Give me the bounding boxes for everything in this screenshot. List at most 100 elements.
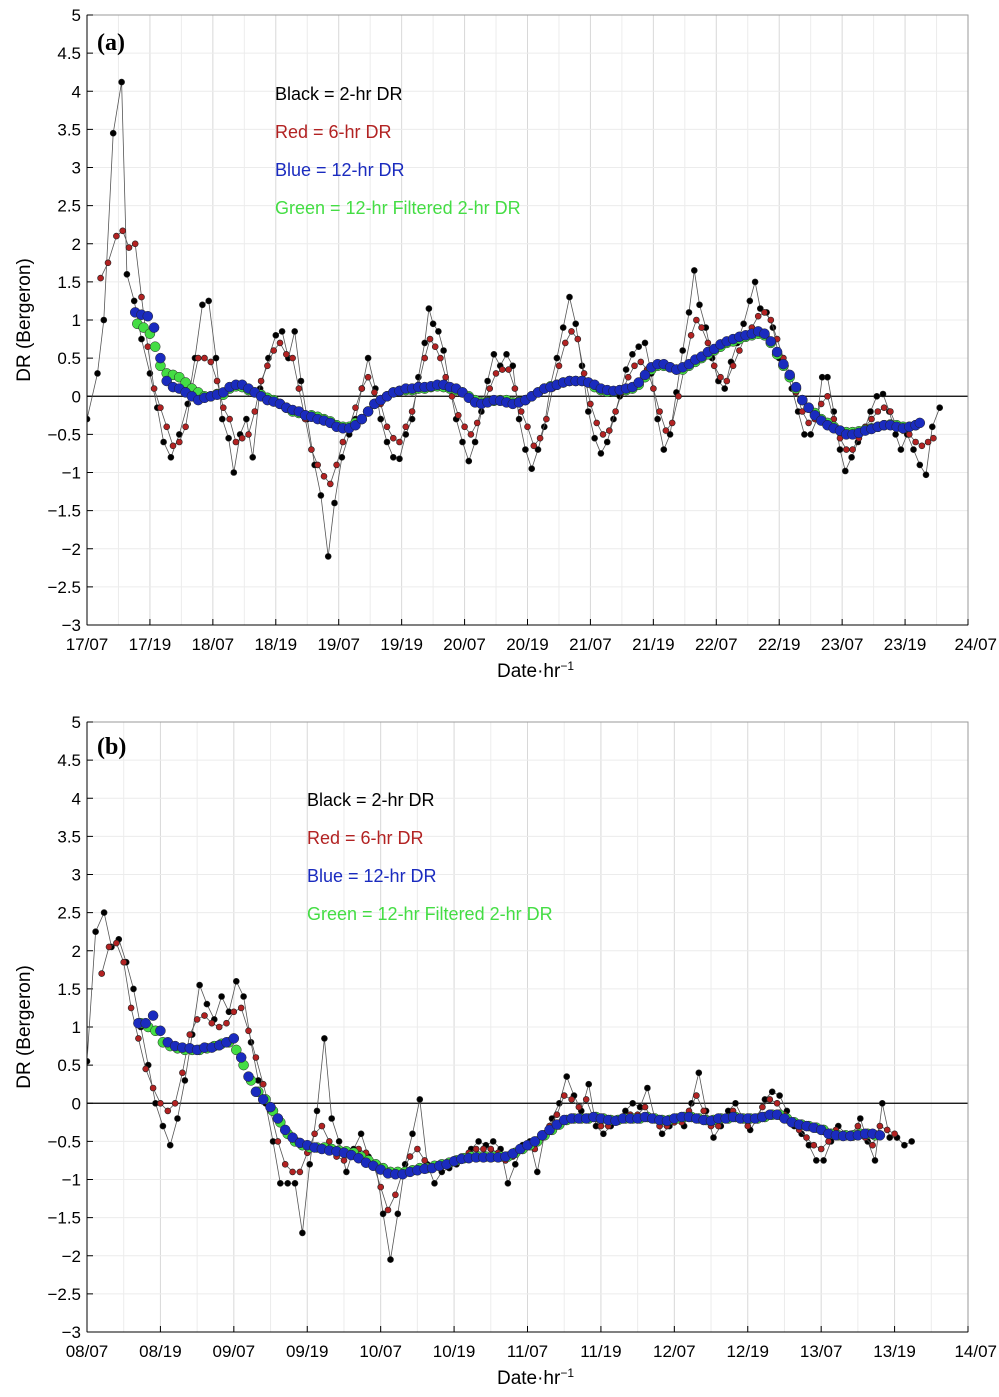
data-point	[379, 1210, 387, 1218]
data-point	[147, 1010, 159, 1021]
legend-entry: Black = 2-hr DR	[307, 790, 435, 810]
data-point	[825, 1138, 832, 1145]
data-point	[533, 1168, 541, 1176]
data-point	[219, 415, 226, 423]
data-point	[662, 427, 670, 434]
data-point	[138, 293, 145, 301]
data-point	[149, 1084, 157, 1092]
data-point	[693, 1092, 700, 1099]
data-point	[773, 1100, 781, 1107]
data-point	[226, 415, 233, 423]
data-point	[425, 305, 433, 312]
data-point	[199, 301, 206, 309]
data-point	[704, 339, 712, 347]
data-point	[186, 1031, 194, 1038]
data-point	[585, 1080, 593, 1088]
data-point	[892, 431, 899, 438]
data-point	[414, 1145, 421, 1153]
data-point	[130, 985, 137, 993]
data-point	[357, 1130, 365, 1138]
data-point	[528, 465, 536, 473]
data-point	[278, 328, 286, 335]
data-point	[698, 324, 705, 331]
data-point	[252, 1054, 260, 1061]
data-point	[264, 362, 271, 370]
data-point	[371, 389, 378, 396]
data-point	[257, 1094, 269, 1105]
data-point	[324, 553, 332, 560]
data-point	[656, 408, 663, 415]
data-point	[761, 309, 768, 316]
x-tick-label: 17/07	[66, 635, 109, 654]
data-point	[498, 366, 506, 373]
data-point	[109, 129, 117, 137]
y-tick-label: 2.5	[57, 904, 81, 923]
data-point	[276, 339, 284, 347]
data-point	[389, 434, 397, 442]
legend-entry: Blue = 12-hr DR	[307, 866, 437, 886]
legend-entry: Black = 2-hr DR	[275, 84, 403, 104]
data-point	[490, 350, 498, 358]
data-point	[421, 339, 429, 347]
data-point	[631, 362, 638, 370]
y-tick-label: 0	[72, 1094, 81, 1113]
data-point	[695, 1069, 703, 1077]
y-tick-label: 0.5	[57, 1056, 81, 1075]
data-point	[529, 1136, 541, 1147]
data-point	[710, 362, 718, 370]
y-tick-label: −2	[62, 540, 81, 559]
y-tick-label: −1	[62, 464, 81, 483]
data-point	[641, 1103, 649, 1111]
data-point	[696, 301, 703, 309]
data-point	[279, 1124, 291, 1136]
data-point	[805, 419, 812, 427]
data-point	[916, 461, 924, 469]
data-point	[472, 1145, 480, 1153]
x-tick-label: 08/19	[139, 1342, 182, 1361]
data-point	[120, 958, 127, 966]
data-point	[406, 1153, 414, 1160]
data-point	[901, 1141, 908, 1149]
data-point	[167, 453, 175, 461]
x-tick-label: 08/07	[66, 1342, 109, 1361]
data-point	[807, 431, 815, 438]
data-point	[540, 423, 548, 431]
y-tick-label: −1.5	[47, 502, 81, 521]
y-tick-label: 4	[72, 789, 81, 808]
x-tick-label: 21/19	[632, 635, 675, 654]
data-point	[912, 438, 919, 446]
data-point	[914, 417, 926, 429]
data-point	[729, 362, 737, 370]
data-point	[317, 492, 325, 499]
data-point	[480, 1145, 487, 1153]
data-point	[854, 1122, 862, 1130]
data-point	[660, 446, 668, 453]
data-point	[435, 328, 442, 335]
data-point	[318, 1122, 326, 1130]
data-point	[250, 1086, 262, 1098]
data-point	[97, 274, 104, 282]
data-point	[281, 1161, 289, 1168]
data-point	[127, 1004, 135, 1012]
data-point	[461, 423, 468, 431]
data-point	[142, 1065, 149, 1073]
y-tick-label: 3	[72, 866, 81, 885]
x-tick-label: 24/07	[954, 635, 997, 654]
data-point	[282, 350, 290, 358]
data-point	[296, 1168, 304, 1176]
data-point	[784, 369, 795, 381]
data-point	[235, 1052, 247, 1063]
data-point	[144, 343, 152, 351]
data-point	[824, 392, 831, 400]
data-point	[515, 415, 523, 423]
x-tick-label: 10/19	[433, 1342, 476, 1361]
data-point	[377, 1183, 385, 1191]
x-tick-label: 11/19	[580, 1342, 621, 1361]
data-point	[641, 339, 649, 347]
data-point	[587, 400, 594, 408]
data-point	[155, 352, 166, 364]
data-point	[295, 385, 303, 392]
data-point	[924, 438, 932, 446]
x-axis-label-text: Date·hr	[497, 661, 561, 682]
data-point	[690, 267, 698, 274]
